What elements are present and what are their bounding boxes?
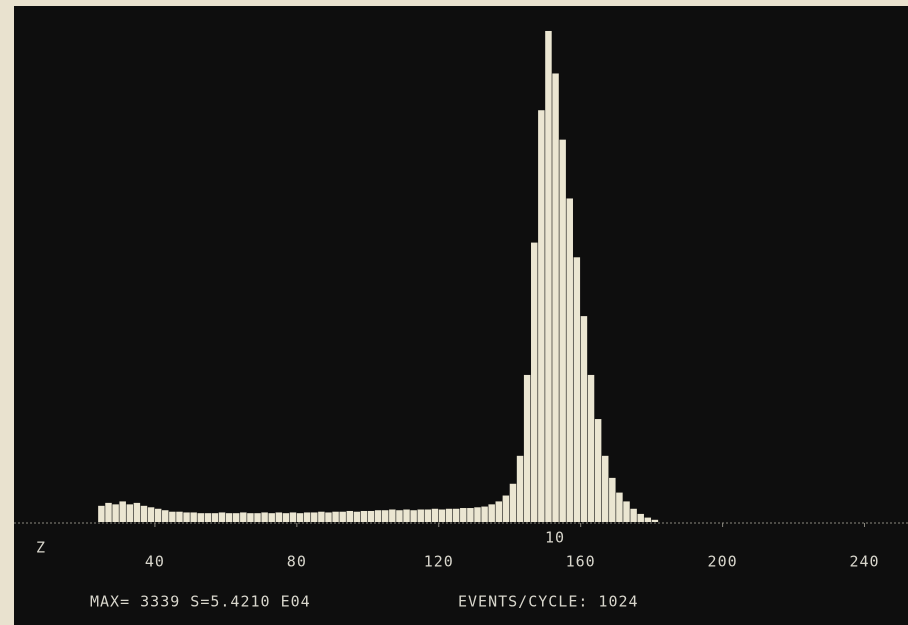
bar xyxy=(510,484,516,522)
bar xyxy=(588,375,594,522)
bar xyxy=(332,512,338,522)
bar xyxy=(609,478,615,522)
x-tick-label: 120 xyxy=(424,553,454,571)
bar xyxy=(368,511,374,522)
bar xyxy=(602,456,608,522)
bar xyxy=(531,243,537,522)
bar xyxy=(297,513,303,522)
bar xyxy=(254,513,260,522)
bar xyxy=(205,513,211,522)
bar xyxy=(460,508,466,522)
x-tick-label: 160 xyxy=(566,553,596,571)
bar xyxy=(496,501,502,522)
bar xyxy=(403,510,409,523)
bar xyxy=(212,513,218,522)
bar xyxy=(545,31,551,522)
bar xyxy=(616,493,622,522)
bar xyxy=(389,510,395,523)
bar xyxy=(503,496,509,522)
x-tick-label: 200 xyxy=(708,553,738,571)
bar xyxy=(382,510,388,522)
bar xyxy=(283,513,289,522)
bar xyxy=(474,507,480,522)
axis-annotation: Z xyxy=(36,539,46,557)
bar xyxy=(325,512,331,522)
page: Z 10 MAX= 3339 S=5.4210 E04 EVENTS/CYCLE… xyxy=(0,0,908,625)
bar xyxy=(268,513,274,522)
bar xyxy=(276,512,282,522)
bar xyxy=(226,513,232,522)
cursor-annotation: 10 xyxy=(545,529,565,547)
bar xyxy=(162,510,168,522)
bar xyxy=(127,504,133,522)
bar xyxy=(318,512,324,522)
bar xyxy=(183,512,189,522)
bar xyxy=(105,503,111,522)
bar xyxy=(432,509,438,522)
x-tick-label: 40 xyxy=(145,553,165,571)
bar xyxy=(247,513,253,522)
bar xyxy=(339,512,345,522)
bar xyxy=(361,511,367,522)
x-tick-label: 240 xyxy=(849,553,879,571)
bar xyxy=(311,512,317,522)
bar xyxy=(396,510,402,522)
bar xyxy=(623,501,629,522)
bar xyxy=(524,375,530,522)
bar xyxy=(574,257,580,522)
bar xyxy=(190,512,196,522)
bar xyxy=(453,509,459,522)
status-events: EVENTS/CYCLE: 1024 xyxy=(458,593,639,611)
bar xyxy=(354,512,360,522)
screen: Z 10 MAX= 3339 S=5.4210 E04 EVENTS/CYCLE… xyxy=(0,0,908,625)
bar xyxy=(446,509,452,522)
bar xyxy=(290,512,296,522)
bar xyxy=(481,507,487,522)
bar xyxy=(581,316,587,522)
bar xyxy=(637,514,643,522)
bar xyxy=(155,509,161,522)
bar xyxy=(652,520,658,522)
crt-screen xyxy=(14,6,908,625)
bar xyxy=(439,510,445,523)
bar xyxy=(240,512,246,522)
bar xyxy=(119,501,125,522)
bar xyxy=(467,508,473,522)
bar xyxy=(410,510,416,522)
bar xyxy=(488,504,494,522)
bar xyxy=(98,506,104,522)
bar xyxy=(552,73,558,522)
bar xyxy=(566,198,572,522)
bar xyxy=(148,507,154,522)
bar xyxy=(233,513,239,522)
bar xyxy=(559,140,565,522)
bar xyxy=(176,512,182,522)
x-tick-label: 80 xyxy=(287,553,307,571)
bar xyxy=(595,419,601,522)
bar xyxy=(517,456,523,522)
bar xyxy=(347,511,353,522)
bar xyxy=(375,510,381,522)
bar xyxy=(169,512,175,522)
bar xyxy=(261,512,267,522)
bar xyxy=(112,504,118,522)
bar xyxy=(304,512,310,522)
bar xyxy=(630,509,636,522)
bar xyxy=(417,510,423,523)
bar xyxy=(219,512,225,522)
bar xyxy=(425,510,431,523)
bar xyxy=(134,503,140,522)
bar xyxy=(141,506,147,522)
status-max: MAX= 3339 S=5.4210 E04 xyxy=(90,593,311,611)
bar xyxy=(197,513,203,522)
bar xyxy=(538,110,544,522)
bar xyxy=(645,518,651,522)
